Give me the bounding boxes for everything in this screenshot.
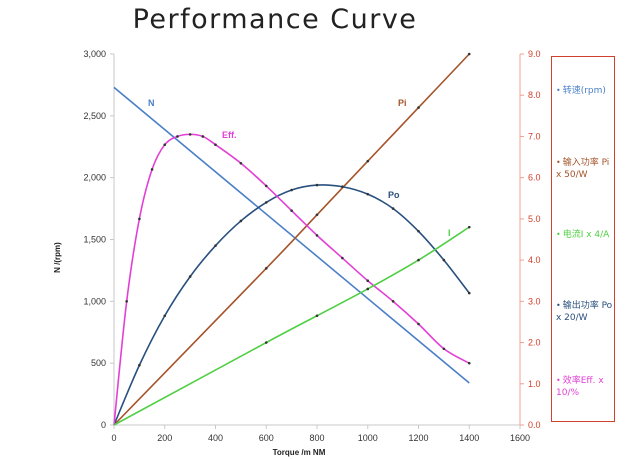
- y-tick-label: 3,000: [83, 49, 106, 59]
- x-tick-label: 0: [111, 433, 116, 443]
- series-point-po: [290, 188, 293, 192]
- series-line-i: [113, 226, 470, 426]
- legend-bullet-icon: •: [556, 376, 561, 385]
- series-point-po: [163, 314, 167, 318]
- series-point-pi: [315, 213, 319, 217]
- series-point-eff: [150, 168, 154, 171]
- series-point-i: [264, 341, 268, 344]
- y2-tick-label: 3.0: [528, 296, 541, 306]
- series-point-po: [138, 363, 141, 367]
- series-point-eff: [201, 135, 205, 138]
- series-label-eff: Eff.: [222, 130, 237, 140]
- legend-entry-text: 输入功率 Pi x 50/W: [556, 158, 610, 180]
- legend-bullet-icon: •: [556, 158, 561, 167]
- legend-entry-text: 电流I x 4/A: [562, 230, 610, 240]
- y2-tick-label: 0.0: [528, 420, 541, 430]
- series-point-pi: [264, 267, 268, 270]
- series-point-po: [239, 219, 243, 223]
- series-point-pi: [366, 159, 370, 163]
- series-point-po: [442, 258, 446, 262]
- series-line-po: [113, 184, 470, 426]
- legend-entry-text: 效率Eff. x 10/%: [556, 376, 604, 398]
- y2-tick-label: 9.0: [528, 49, 541, 59]
- legend-entry: • 电流I x 4/A: [556, 229, 616, 241]
- series-point-eff: [176, 135, 179, 138]
- series-point-eff: [163, 143, 167, 146]
- y2-tick-label: 6.0: [528, 173, 541, 183]
- series-point-eff: [391, 300, 395, 303]
- y-tick-label: 2,500: [83, 111, 106, 121]
- x-tick-label: 600: [259, 433, 274, 443]
- legend-entry: • 转速(rpm): [556, 85, 616, 97]
- y-tick-label: 500: [91, 358, 106, 368]
- series-point-po: [188, 275, 192, 278]
- series-label-po: Po: [388, 190, 400, 200]
- legend-entry: • 输入功率 Pi x 50/W: [556, 157, 616, 181]
- x-tick-label: 400: [208, 433, 223, 443]
- series-point-eff: [264, 184, 268, 188]
- series-point-eff: [290, 209, 293, 212]
- chart-title: Performance Curve: [132, 4, 418, 35]
- y-tick-label: 0: [101, 420, 106, 430]
- series-point-i: [315, 314, 319, 318]
- y-axis-label: N /(rpm): [53, 242, 62, 273]
- y2-tick-label: 2.0: [528, 338, 541, 348]
- series-point-pi: [467, 52, 471, 56]
- series-point-po: [366, 192, 370, 196]
- x-tick-label: 800: [309, 433, 324, 443]
- y-tick-label: 1,500: [83, 235, 106, 245]
- y-tick-label: 1,000: [83, 296, 106, 306]
- series-point-eff: [138, 217, 141, 221]
- series-label-pi: Pi: [398, 98, 407, 108]
- legend-bullet-icon: •: [556, 230, 561, 239]
- series-point-i: [366, 287, 370, 291]
- series-point-po: [341, 185, 344, 189]
- series-point-po: [214, 244, 217, 247]
- series-line-eff: [113, 133, 470, 426]
- series-point-eff: [239, 161, 243, 165]
- legend: • 转速(rpm) • 输入功率 Pi x 50/W • 电流I x 4/A • 输出功率 P…: [551, 56, 615, 422]
- x-tick-label: 1200: [408, 433, 428, 443]
- series-point-eff: [366, 279, 370, 283]
- series-line-pi: [113, 53, 470, 426]
- series-point-i: [417, 258, 420, 262]
- x-tick-label: 1600: [510, 433, 530, 443]
- y2-tick-label: 7.0: [528, 131, 541, 141]
- series-point-po: [417, 229, 420, 233]
- legend-entry-text: 输出功率 Po x 20/W: [556, 301, 613, 323]
- x-axis-label: Torque /m NM: [273, 448, 326, 457]
- y2-tick-label: 1.0: [528, 379, 541, 389]
- series-point-eff: [188, 133, 192, 136]
- series-point-i: [467, 225, 471, 229]
- series-line-n: [113, 86, 470, 384]
- series-point-po: [264, 201, 268, 204]
- legend-entry: • 输出功率 Po x 20/W: [556, 300, 616, 324]
- series-point-eff: [315, 234, 319, 237]
- series-point-eff: [467, 361, 471, 365]
- x-tick-label: 1000: [358, 433, 378, 443]
- y2-tick-label: 5.0: [528, 214, 541, 224]
- series-point-po: [315, 183, 319, 187]
- series-point-po: [467, 291, 471, 295]
- series-label-n: N: [148, 98, 155, 108]
- legend-entry-text: 转速(rpm): [562, 86, 606, 96]
- y2-tick-label: 4.0: [528, 255, 541, 265]
- series-point-eff: [442, 347, 446, 351]
- legend-bullet-icon: •: [556, 301, 561, 310]
- series-label-i: I: [448, 228, 451, 238]
- series-point-eff: [214, 143, 217, 146]
- y2-tick-label: 8.0: [528, 90, 541, 100]
- x-tick-label: 200: [157, 433, 172, 443]
- series-point-po: [391, 207, 395, 210]
- series-point-eff: [341, 256, 344, 260]
- y-tick-label: 2,000: [83, 173, 106, 183]
- legend-bullet-icon: •: [556, 86, 561, 95]
- series-point-pi: [417, 106, 420, 109]
- series-point-eff: [125, 300, 128, 303]
- x-tick-label: 1400: [459, 433, 479, 443]
- legend-entry: • 效率Eff. x 10/%: [556, 375, 616, 399]
- series-point-eff: [417, 322, 420, 326]
